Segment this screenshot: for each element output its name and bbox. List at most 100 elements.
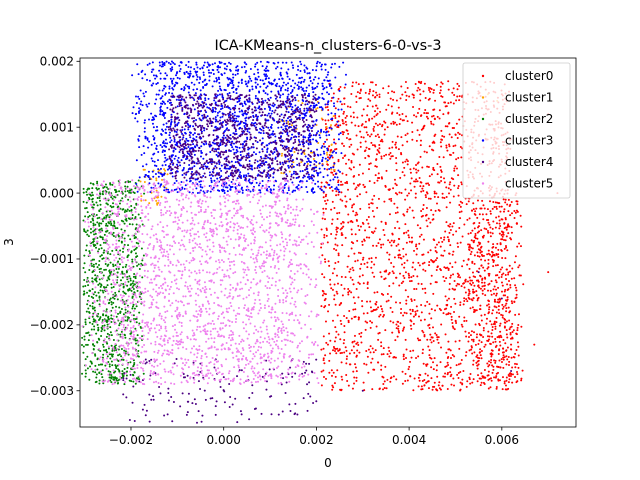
cluster0-point-676 (459, 371, 462, 374)
cluster0-point-1721 (324, 297, 327, 300)
cluster3-point-1479 (185, 71, 188, 74)
cluster0-point-1866 (357, 224, 360, 227)
cluster2-point-52 (85, 310, 88, 313)
cluster2-point-487 (94, 232, 97, 235)
cluster0-point-1482 (424, 97, 427, 100)
cluster0-point-1764 (396, 220, 399, 223)
cluster2-point-637 (112, 353, 115, 356)
cluster2-point-759 (121, 250, 124, 253)
cluster0-point-1619 (388, 213, 391, 216)
cluster2-point-831 (141, 264, 144, 267)
cluster2-point-876 (135, 317, 138, 320)
cluster3-point-1235 (253, 73, 256, 76)
cluster0-point-394 (401, 161, 404, 164)
cluster0-point-1139 (448, 192, 451, 195)
cluster0-point-2002 (496, 264, 499, 267)
cluster2-point-584 (88, 252, 91, 255)
cluster0-point-1232 (505, 268, 508, 271)
cluster0-point-2323 (516, 329, 519, 332)
cluster0-point-1964 (325, 341, 328, 344)
cluster3-point-80 (225, 124, 227, 127)
cluster3-point-970 (267, 156, 270, 159)
cluster0-point-1272 (339, 198, 342, 201)
cluster0-point-1032 (373, 309, 376, 312)
cluster0-point-1900 (394, 226, 397, 229)
cluster0-point-506 (369, 300, 372, 303)
cluster3-point-1418 (186, 139, 189, 142)
cluster0-point-1855 (360, 136, 363, 139)
cluster0-point-1906 (414, 180, 417, 183)
cluster2-point-561 (86, 332, 89, 335)
cluster0-point-1735 (424, 194, 427, 197)
cluster3-point-404 (228, 184, 231, 187)
cluster0-point-926 (373, 263, 376, 266)
cluster3-point-703 (248, 131, 251, 134)
cluster3-point-81 (205, 142, 208, 145)
cluster0-point-882 (374, 165, 377, 168)
cluster0-point-820 (443, 375, 446, 378)
cluster2-point-339 (106, 229, 109, 232)
cluster0-point-1773 (450, 373, 453, 376)
cluster0-point-1880 (395, 162, 398, 165)
cluster0-point-1320 (494, 361, 497, 364)
cluster0-point-459 (455, 99, 458, 102)
cluster0-point-1339 (355, 211, 358, 214)
cluster3-point-1438 (246, 130, 249, 133)
cluster2-point-593 (86, 367, 89, 370)
cluster0-point-1455 (418, 177, 421, 180)
cluster0-point-764 (379, 140, 382, 143)
cluster3-point-919 (321, 156, 324, 159)
cluster0-point-590 (449, 356, 452, 359)
cluster0-point-2361 (507, 364, 510, 367)
cluster3-point-1058 (309, 76, 312, 79)
cluster3-point-1337 (210, 179, 213, 182)
cluster2-point-853 (122, 290, 125, 293)
cluster1-point-104 (320, 117, 323, 120)
cluster0-point-1160 (371, 357, 374, 360)
cluster0-point-370 (326, 105, 329, 108)
cluster0-point-297 (495, 386, 498, 389)
cluster3-point-870 (224, 62, 227, 65)
cluster0-point-1371 (502, 356, 505, 359)
cluster3-point-780 (322, 150, 325, 153)
cluster3-point-313 (168, 85, 171, 88)
cluster0-point-54 (378, 123, 381, 126)
cluster0-point-445 (363, 126, 366, 129)
cluster3-point-656 (208, 171, 211, 174)
cluster3-point-1152 (321, 145, 324, 148)
cluster3-point-463 (327, 113, 330, 116)
cluster0-point-985 (399, 176, 402, 179)
cluster3-point-362 (318, 106, 321, 109)
cluster3-point-871 (250, 79, 253, 82)
cluster2-point-614 (124, 190, 127, 193)
cluster0-point-1487 (432, 89, 435, 92)
cluster0-point-1616 (461, 134, 464, 137)
cluster0-point-936 (417, 376, 420, 379)
cluster0-point-1787 (395, 327, 398, 330)
cluster0-point-2352 (504, 239, 507, 242)
cluster0-point-657 (378, 96, 381, 99)
cluster3-point-483 (159, 77, 162, 80)
cluster0-point-1714 (412, 216, 415, 219)
cluster0-point-1706 (452, 87, 455, 90)
cluster0-point-1916 (406, 259, 409, 262)
cluster3-point-1439 (236, 72, 239, 75)
cluster0-point-886 (336, 230, 339, 233)
cluster2-point-771 (85, 244, 88, 247)
cluster2-point-606 (87, 215, 90, 218)
cluster2-point-214 (95, 262, 98, 265)
cluster3-point-553 (234, 130, 237, 133)
cluster0-point-1573 (390, 112, 393, 115)
cluster0-point-1192 (351, 85, 354, 88)
cluster0-point-505 (432, 149, 435, 152)
cluster0-point-1373 (369, 326, 372, 329)
cluster0-point-364 (379, 305, 382, 308)
cluster0-point-217 (393, 256, 396, 259)
cluster3-point-1354 (231, 146, 234, 149)
cluster0-point-1458 (354, 188, 357, 191)
cluster3-point-374 (171, 87, 174, 90)
cluster0-point-290 (415, 168, 418, 171)
cluster0-point-1119 (383, 380, 386, 383)
cluster3-point-1327 (179, 139, 182, 142)
cluster0-point-379 (324, 207, 327, 210)
